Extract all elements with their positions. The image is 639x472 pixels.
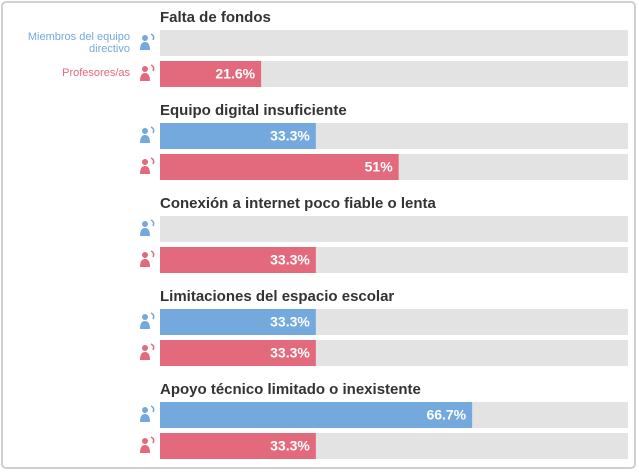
icon-arc <box>150 436 155 444</box>
value-label: 33.3% <box>270 438 310 454</box>
icon-head <box>142 221 148 227</box>
value-label: 33.3% <box>270 252 310 268</box>
icon-arc <box>150 33 155 41</box>
icon-body <box>140 445 150 453</box>
legend-label: Profesores/as <box>62 67 130 79</box>
group-title: Falta de fondos <box>160 9 271 26</box>
person-icon <box>140 157 155 174</box>
icon-head <box>142 407 148 413</box>
person-icon <box>140 219 155 236</box>
icon-arc <box>150 405 155 413</box>
group-title: Apoyo técnico limitado o inexistente <box>160 381 421 398</box>
icon-head <box>142 66 148 72</box>
bar <box>160 123 316 149</box>
bar <box>160 247 316 273</box>
icon-body <box>140 42 150 50</box>
icon-head <box>142 345 148 351</box>
value-label: 66.7% <box>426 407 466 423</box>
icon-head <box>142 35 148 41</box>
value-label: 33.3% <box>270 314 310 330</box>
icon-arc <box>150 64 155 72</box>
group-title: Limitaciones del espacio escolar <box>160 288 394 305</box>
group-title: Equipo digital insuficiente <box>160 102 347 119</box>
person-icon <box>140 250 155 267</box>
icon-body <box>140 321 150 329</box>
icon-arc <box>150 343 155 351</box>
icon-arc <box>150 157 155 165</box>
person-icon <box>140 64 155 81</box>
icon-arc <box>150 312 155 320</box>
icon-head <box>142 128 148 134</box>
icon-head <box>142 159 148 165</box>
icon-head <box>142 252 148 258</box>
icon-body <box>140 135 150 143</box>
bar <box>160 340 316 366</box>
person-icon <box>140 312 155 329</box>
bar <box>160 61 262 87</box>
value-label: 51% <box>365 159 394 175</box>
icon-body <box>140 228 150 236</box>
icon-head <box>142 438 148 444</box>
person-icon <box>140 126 155 143</box>
value-label: 33.3% <box>270 128 310 144</box>
icon-arc <box>150 126 155 134</box>
bar-track <box>160 216 628 242</box>
icon-arc <box>150 219 155 227</box>
person-icon <box>140 436 155 453</box>
icon-body <box>140 352 150 360</box>
value-label: 33.3% <box>270 345 310 361</box>
bar <box>160 402 473 428</box>
bar <box>160 154 399 180</box>
icon-body <box>140 259 150 267</box>
group-title: Conexión a internet poco fiable o lenta <box>160 195 437 212</box>
icon-body <box>140 414 150 422</box>
icon-body <box>140 166 150 174</box>
bar-track <box>160 30 628 56</box>
bar <box>160 433 316 459</box>
legend-label: Miembros del equipo directivo <box>27 31 130 55</box>
icon-arc <box>150 250 155 258</box>
value-label: 21.6% <box>215 66 255 82</box>
person-icon <box>140 33 155 50</box>
person-icon <box>140 405 155 422</box>
person-icon <box>140 343 155 360</box>
icon-head <box>142 314 148 320</box>
bar <box>160 309 316 335</box>
icon-body <box>140 73 150 81</box>
